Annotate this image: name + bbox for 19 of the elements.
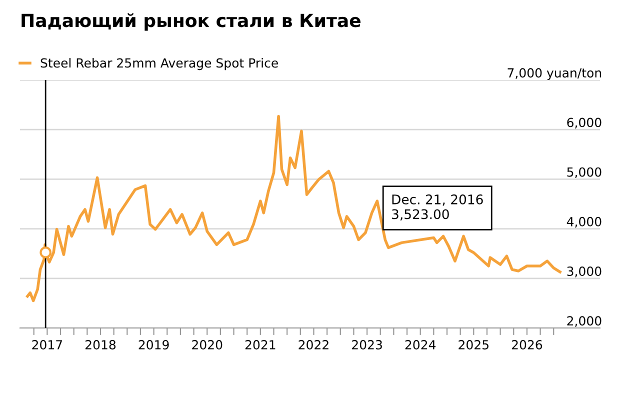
x-tick-label: 2022	[298, 340, 328, 350]
y-tick-label: 7,000 yuan/ton	[508, 68, 602, 80]
y-tick-label: 5,000	[567, 167, 602, 178]
x-tick-label: 2021	[245, 340, 276, 350]
chart-title: Падающий рынок стали в Китае	[22, 13, 360, 31]
x-tick-label: 2017	[32, 340, 62, 350]
x-tick-label: 2020	[192, 340, 222, 350]
y-tick-label: 3,000	[567, 266, 602, 278]
x-tick-label: 2024	[405, 340, 436, 350]
x-tick-label: 2023	[352, 340, 382, 350]
y-tick-label: 2,000	[567, 316, 602, 327]
x-tick-label: 2025	[458, 340, 488, 350]
y-tick-label: 6,000	[567, 118, 602, 128]
x-tick-label: 2026	[512, 340, 542, 350]
y-tick-label: 4,000	[566, 216, 602, 228]
x-tick-label: 2019	[138, 340, 169, 350]
legend-label: Steel Rebar 25mm Average Spot Price	[40, 58, 278, 70]
x-tick-label: 2018	[86, 340, 116, 350]
annotation: Dec. 21, 2016 3,523.00	[392, 194, 483, 221]
